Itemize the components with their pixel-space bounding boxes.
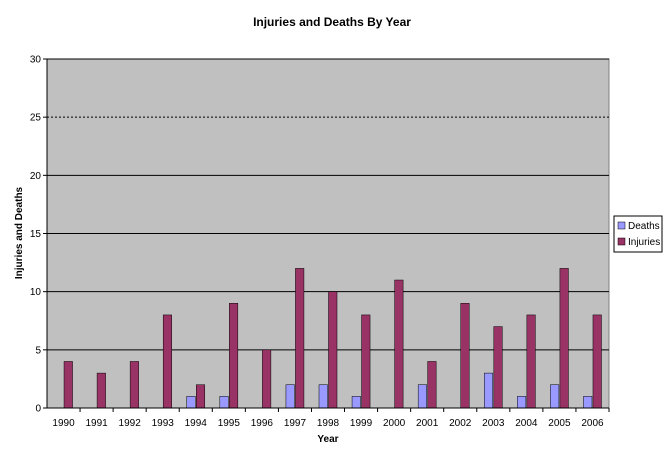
x-tick-label: 2000 (383, 418, 406, 429)
bar-injuries-1996 (262, 349, 272, 409)
bar-injuries-2004 (526, 314, 536, 409)
bar-deaths-2004 (517, 396, 527, 409)
legend-swatch-injuries (617, 237, 626, 246)
x-tick-label: 1990 (52, 418, 75, 429)
legend: Deaths Injuries (613, 215, 663, 253)
y-tick-label: 25 (30, 113, 42, 124)
y-tick-label: 5 (35, 345, 41, 356)
bar-deaths-2005 (550, 384, 560, 409)
legend-label-injuries: Injuries (628, 237, 660, 248)
bar-deaths-1998 (318, 384, 328, 409)
x-tick-label: 2004 (515, 418, 538, 429)
y-tick-label: 30 (30, 55, 42, 66)
bar-injuries-1991 (96, 372, 106, 409)
x-tick-label: 1991 (85, 418, 108, 429)
bar-deaths-2001 (417, 384, 427, 409)
bar-deaths-2006 (583, 396, 593, 409)
bar-injuries-1994 (196, 384, 206, 409)
x-tick-label: 2005 (548, 418, 571, 429)
bar-injuries-2005 (559, 268, 569, 409)
bar-deaths-1997 (285, 384, 295, 409)
bar-injuries-2003 (493, 326, 503, 409)
x-tick-label: 2002 (449, 418, 472, 429)
chart-title: Injuries and Deaths By Year (253, 15, 411, 29)
bar-injuries-1992 (129, 361, 139, 409)
x-axis-ticks: 1990 1991 1992 1993 1994 1995 1996 1997 1998 1999… (52, 408, 610, 429)
bar-deaths-2003 (484, 372, 494, 409)
x-tick-label: 1995 (218, 418, 241, 429)
gridlines (47, 58, 609, 351)
bar-injuries-2006 (592, 314, 602, 409)
bar-injuries-2000 (394, 279, 404, 409)
y-tick-label: 20 (30, 171, 42, 182)
x-tick-label: 1993 (152, 418, 175, 429)
bar-injuries-1998 (328, 291, 338, 409)
bar-injuries-1997 (295, 268, 305, 409)
bar-injuries-2001 (427, 361, 437, 409)
bar-deaths-1999 (351, 396, 361, 409)
x-tick-label: 1998 (317, 418, 340, 429)
y-axis-ticks: 0 5 10 15 20 25 30 (30, 55, 47, 415)
y-tick-label: 15 (30, 229, 42, 240)
x-tick-label: 2003 (482, 418, 505, 429)
x-tick-label: 1994 (185, 418, 208, 429)
bar-injuries-1999 (361, 314, 371, 409)
y-axis-label: Injuries and Deaths (14, 186, 25, 279)
legend-label-deaths: Deaths (628, 221, 660, 232)
x-tick-label: 1999 (350, 418, 373, 429)
y-tick-label: 10 (30, 287, 42, 298)
legend-swatch-deaths (617, 221, 626, 230)
bar-injuries-1993 (162, 314, 172, 409)
bar-injuries-1995 (229, 303, 239, 409)
y-tick-label: 0 (35, 404, 41, 415)
bar-deaths-1994 (186, 396, 196, 409)
x-axis-label: Year (317, 434, 338, 445)
bar-deaths-1995 (219, 396, 229, 409)
x-tick-label: 2001 (416, 418, 439, 429)
x-tick-label: 1996 (251, 418, 274, 429)
x-tick-label: 1997 (284, 418, 307, 429)
bar-injuries-1990 (63, 361, 73, 409)
x-tick-label: 2006 (581, 418, 604, 429)
bar-injuries-2002 (460, 303, 470, 409)
x-tick-label: 1992 (119, 418, 142, 429)
